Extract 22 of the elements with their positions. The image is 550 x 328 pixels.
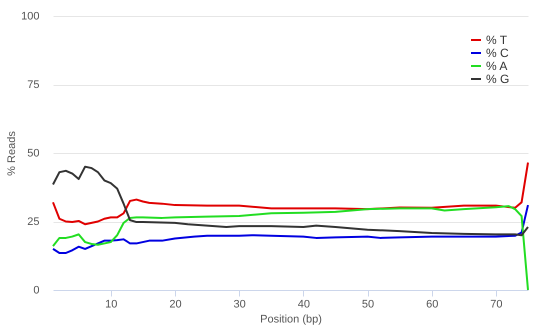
y-tick-label: 50 [27, 148, 40, 160]
x-tick-label: 30 [234, 298, 246, 310]
x-tick-label: 40 [298, 298, 310, 310]
legend-label: % A [486, 59, 508, 73]
x-axis-title: Position (bp) [260, 314, 322, 326]
legend-label: % T [486, 33, 508, 47]
y-tick-label: 25 [27, 216, 40, 228]
line-series [52, 204, 529, 254]
line-series [52, 166, 529, 236]
y-tick-label: 75 [27, 79, 40, 91]
y-axis-title: % Reads [6, 130, 18, 176]
x-tick-label: 20 [169, 298, 182, 310]
legend-label: % C [486, 46, 510, 60]
x-tick-label: 70 [490, 298, 503, 310]
y-tick-label: 100 [21, 10, 40, 22]
x-tick-label: 60 [426, 298, 438, 310]
y-tick-label: 0 [33, 284, 40, 296]
line-series [52, 205, 529, 291]
line-series [52, 162, 529, 226]
x-tick-label: 50 [362, 298, 374, 310]
legend-label: % G [486, 72, 510, 86]
x-tick-label: 10 [105, 298, 118, 310]
